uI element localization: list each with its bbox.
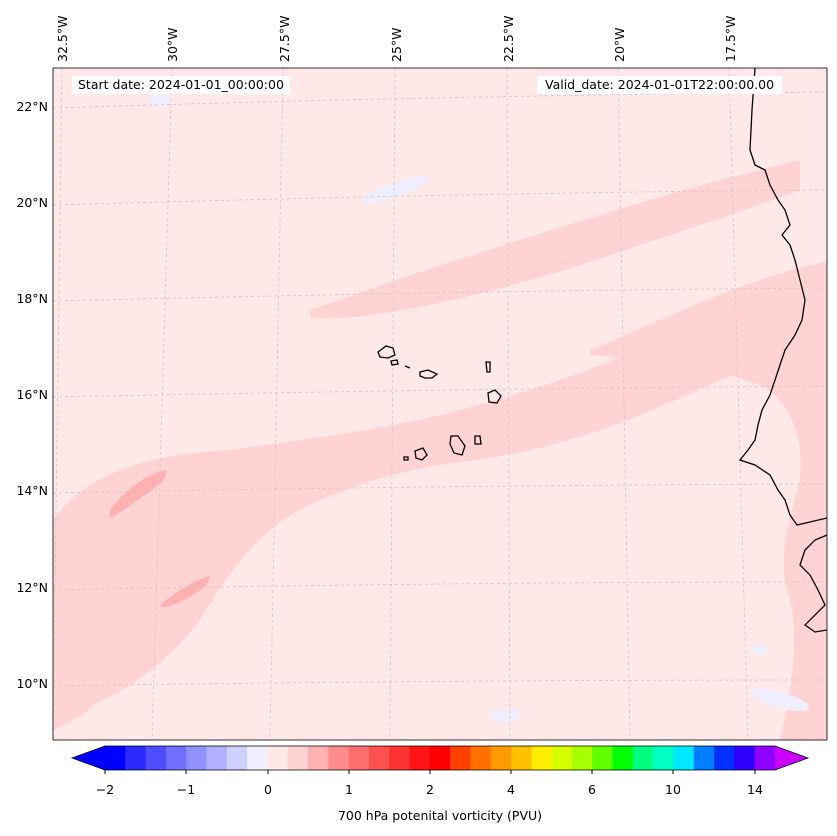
island-fogo [414,447,428,461]
colorbar-tick-label: 10 [665,782,681,797]
lon-label-1: 32.5°W [55,15,70,62]
island-santa-luzia [404,365,411,369]
colorbar-segment [754,746,776,770]
colorbar-segment [267,746,289,770]
colorbar-segment [409,746,431,770]
colorbar-segment [551,746,573,770]
pv-band-main [53,270,790,712]
colorbar-tick-label: −2 [95,782,115,797]
colorbar-label: 700 hPa potenital vorticity (PVU) [337,808,543,823]
map-area [53,68,827,740]
colorbar-tick-label: 6 [588,782,596,797]
colorbar-segment [511,746,532,770]
lat-label-3: 18°N [16,291,48,306]
lat-label-2: 20°N [16,195,48,210]
colorbar-segment [247,746,268,770]
lon-label-5: 22.5°W [501,15,516,62]
colorbar-segment [226,746,248,770]
colorbar-segment [186,746,208,770]
colorbar-segment [125,746,147,770]
colorbar-segment [328,746,350,770]
colorbar-segment [531,746,553,770]
colorbar-segment [653,746,674,770]
pv-band-upper [310,160,800,319]
island-sal [485,361,491,373]
island-sao-nicolau [419,369,439,379]
colorbar-segment [571,746,593,770]
colorbar-segment [145,746,167,770]
colorbar-segment [450,746,471,770]
island-santiago [449,435,466,456]
pv-band-coast [590,262,827,740]
pv-band-lower [53,523,192,730]
colorbar-tick-label: 0 [264,782,272,797]
start-date-label: Start date: 2024-01-01_00:00:00 [72,76,290,94]
colorbar-segment [612,746,634,770]
africa-coastline [738,68,827,526]
colorbar-segment [348,746,370,770]
pv-negative-2 [148,94,172,106]
lon-label-6: 20°W [612,27,627,62]
lat-label-5: 14°N [16,483,48,498]
colorbar-segment [592,746,614,770]
island-santo-antao [377,345,396,359]
colorbar-segment [470,746,492,770]
pv-streak-1 [110,470,167,518]
lat-label-4: 16°N [16,387,48,402]
colorbar-tick-label: 14 [747,782,763,797]
map-frame [52,67,828,741]
colorbar-segment [308,746,329,770]
cape-verde-islands [377,345,502,461]
island-sao-vicente [390,359,399,366]
colorbar-tick-label: 4 [507,782,515,797]
colorbar [70,745,810,774]
colorbar-segment [165,746,187,770]
colorbar-segment [429,746,451,770]
lat-label-1: 22°N [16,99,48,114]
lon-label-3: 27.5°W [277,15,292,62]
pv-negative-3 [750,689,810,711]
colorbar-segment [287,746,309,770]
colorbar-segment [673,746,695,770]
lat-label-7: 10°N [16,676,48,691]
pv-negative-4 [490,709,520,721]
colorbar-segment [368,746,390,770]
lon-label-2: 30°W [165,27,180,62]
colorbar-segment [693,746,715,770]
colorbar-segment [714,746,735,770]
colorbar-segment [105,746,126,770]
colorbar-segment [734,746,756,770]
pv-streak-2 [160,576,210,608]
island-maio [474,435,482,445]
colorbar-tick-label: −1 [176,782,196,797]
valid-date-label: Valid_date: 2024-01-01T22:00:00.00 [537,76,783,94]
lon-label-4: 25°W [389,27,404,62]
lon-label-7: 17.5°W [723,15,738,62]
graticule [53,68,827,740]
colorbar-tick-label: 1 [345,782,353,797]
africa-coastline-south [799,534,827,633]
colorbar-segment [490,746,512,770]
island-boa-vista [487,389,502,404]
colorbar-segment [206,746,228,770]
colorbar-segment [632,746,654,770]
lat-label-6: 12°N [16,580,48,595]
colorbar-extend-min [72,746,105,770]
colorbar-segment [389,746,411,770]
pv-negative-5 [752,645,768,655]
colorbar-tick-label: 2 [426,782,434,797]
colorbar-extend-max [775,746,808,770]
island-brava [403,456,409,461]
